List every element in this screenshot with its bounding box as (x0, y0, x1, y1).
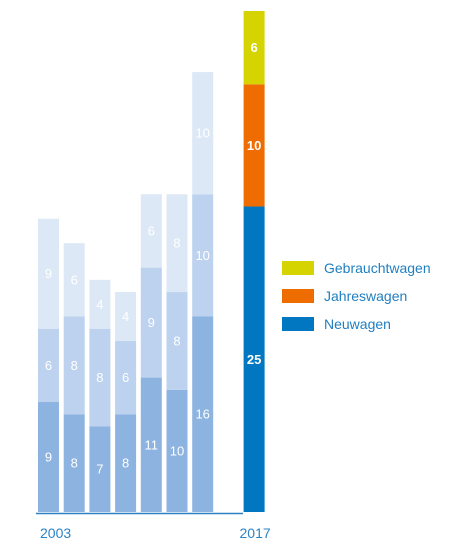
legend-item-gebrauchtwagen: Gebrauchtwagen (282, 256, 431, 280)
legend-item-jahreswagen: Jahreswagen (282, 284, 431, 308)
data-label-gebrauchtwagen-2017: 6 (250, 40, 257, 55)
bar-neuwagen-2017 (243, 206, 265, 512)
data-label-neuwagen-2005: 7 (96, 462, 103, 477)
data-label-jahreswagen-2005: 8 (96, 370, 103, 385)
bar-neuwagen-2007 (140, 377, 162, 512)
bar-jahreswagen-2003 (38, 328, 59, 403)
bar-neuwagen-2005 (89, 426, 111, 512)
legend-label-jahreswagen: Jahreswagen (324, 288, 408, 304)
data-label-neuwagen-2004: 8 (71, 456, 78, 471)
legend-swatch-gebrauchtwagen (282, 261, 314, 275)
data-label-gebrauchtwagen-2008: 8 (173, 236, 180, 251)
data-label-jahreswagen-2008: 8 (173, 333, 180, 348)
bar-jahreswagen-2009 (192, 194, 214, 317)
bar-gebrauchtwagen-2004 (63, 243, 85, 317)
data-label-jahreswagen-2003: 6 (45, 358, 52, 373)
bar-gebrauchtwagen-2003 (38, 218, 59, 329)
bar-gebrauchtwagen-2008 (166, 194, 188, 293)
data-label-jahreswagen-2006: 6 (122, 370, 129, 385)
data-label-gebrauchtwagen-2005: 4 (96, 297, 103, 312)
data-label-neuwagen-2007: 11 (145, 437, 159, 452)
data-label-jahreswagen-2017: 10 (247, 138, 261, 153)
data-label-gebrauchtwagen-2007: 6 (148, 223, 155, 238)
bar-neuwagen-2004 (63, 414, 85, 512)
data-label-gebrauchtwagen-2009: 10 (195, 126, 209, 141)
bar-gebrauchtwagen-2005 (89, 279, 111, 329)
x-tick-label-2017: 2017 (240, 525, 271, 541)
bar-neuwagen-2006 (115, 414, 137, 512)
bar-gebrauchtwagen-2007 (140, 194, 162, 268)
data-label-gebrauchtwagen-2006: 4 (122, 309, 129, 324)
legend-label-gebrauchtwagen: Gebrauchtwagen (324, 260, 431, 276)
bar-neuwagen-2009 (192, 316, 214, 512)
data-label-gebrauchtwagen-2004: 6 (71, 272, 78, 287)
data-label-neuwagen-2017: 25 (247, 352, 261, 367)
legend: Gebrauchtwagen Jahreswagen Neuwagen (282, 256, 431, 340)
data-label-neuwagen-2008: 10 (170, 443, 184, 458)
bar-neuwagen-2003 (38, 402, 59, 512)
data-label-neuwagen-2003: 9 (45, 450, 52, 465)
bar-jahreswagen-2017 (243, 84, 265, 207)
bar-jahreswagen-2008 (166, 292, 188, 390)
legend-swatch-neuwagen (282, 317, 314, 331)
bar-gebrauchtwagen-2006 (115, 292, 137, 341)
legend-label-neuwagen: Neuwagen (324, 316, 391, 332)
data-label-jahreswagen-2009: 10 (195, 248, 209, 263)
data-label-neuwagen-2006: 8 (122, 456, 129, 471)
bar-neuwagen-2008 (166, 389, 188, 512)
bar-jahreswagen-2006 (115, 340, 137, 415)
bar-gebrauchtwagen-2017 (243, 11, 265, 85)
data-label-jahreswagen-2007: 9 (148, 315, 155, 330)
data-label-neuwagen-2009: 16 (195, 407, 209, 422)
bar-jahreswagen-2004 (63, 316, 85, 415)
data-label-jahreswagen-2004: 8 (71, 358, 78, 373)
bar-jahreswagen-2007 (140, 267, 162, 378)
bar-gebrauchtwagen-2009 (192, 72, 214, 195)
legend-item-neuwagen: Neuwagen (282, 312, 431, 336)
x-tick-label-2003: 2003 (40, 525, 71, 541)
data-label-gebrauchtwagen-2003: 9 (45, 266, 52, 281)
bar-jahreswagen-2005 (89, 328, 111, 427)
legend-swatch-jahreswagen (282, 289, 314, 303)
